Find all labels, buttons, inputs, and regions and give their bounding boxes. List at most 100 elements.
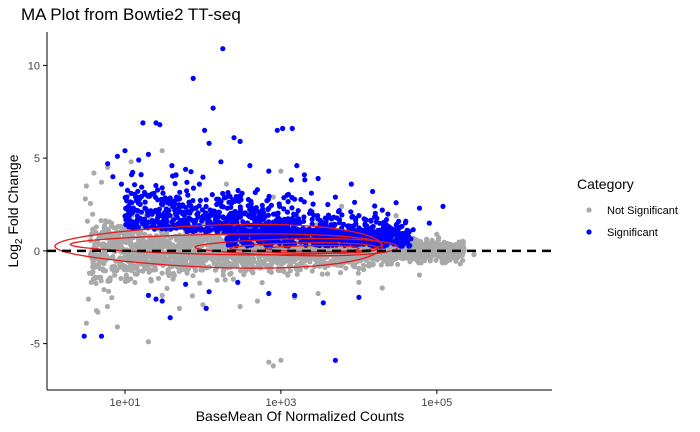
point-not-significant-cloud bbox=[262, 262, 268, 268]
point-significant bbox=[122, 148, 128, 154]
point-not-significant-cloud bbox=[388, 257, 394, 263]
point-significant-cloud bbox=[285, 199, 291, 205]
point-significant-cloud bbox=[404, 240, 411, 246]
point-significant bbox=[140, 120, 146, 126]
point-significant bbox=[294, 163, 300, 169]
point-not-significant bbox=[356, 279, 362, 285]
point-not-significant-cloud bbox=[134, 271, 140, 277]
point-significant-cloud bbox=[380, 232, 386, 238]
point-significant-cloud bbox=[257, 214, 263, 220]
point-significant-cloud bbox=[328, 222, 334, 228]
point-not-significant-cloud bbox=[128, 243, 134, 249]
point-not-significant-cloud bbox=[397, 255, 403, 261]
y-axis-title-rest: Fold Change bbox=[5, 154, 21, 238]
point-not-significant-cloud bbox=[433, 248, 439, 254]
point-not-significant-cloud bbox=[93, 224, 99, 230]
point-significant bbox=[176, 196, 183, 202]
point-not-significant-cloud bbox=[220, 268, 226, 274]
point-significant-cloud bbox=[227, 228, 233, 234]
point-not-significant bbox=[270, 363, 276, 369]
legend-title: Category bbox=[577, 176, 634, 192]
point-not-significant-cloud bbox=[438, 242, 444, 249]
point-significant-cloud bbox=[228, 236, 234, 242]
point-significant-cloud bbox=[160, 190, 166, 196]
point-significant-cloud bbox=[231, 197, 237, 203]
point-not-significant-cloud bbox=[446, 241, 452, 247]
point-significant-cloud bbox=[394, 221, 400, 227]
point-not-significant-cloud bbox=[294, 271, 300, 277]
point-not-significant-cloud bbox=[223, 257, 230, 263]
point-not-significant-cloud bbox=[288, 262, 294, 268]
point-significant bbox=[220, 46, 226, 52]
point-significant-cloud bbox=[336, 217, 343, 223]
point-significant bbox=[426, 220, 432, 226]
point-significant bbox=[292, 292, 298, 298]
point-significant-cloud bbox=[187, 210, 193, 216]
point-significant bbox=[136, 157, 142, 163]
point-significant-cloud bbox=[353, 217, 359, 223]
point-significant-cloud bbox=[405, 228, 411, 234]
point-not-significant-cloud bbox=[106, 288, 112, 294]
point-significant-cloud bbox=[125, 207, 131, 213]
point-significant-cloud bbox=[209, 192, 215, 198]
point-not-significant bbox=[278, 168, 284, 174]
point-significant-cloud bbox=[190, 185, 197, 191]
point-significant-cloud bbox=[259, 202, 265, 208]
point-significant-cloud bbox=[142, 191, 148, 197]
x-tick-label: 1e+05 bbox=[421, 397, 452, 409]
point-not-significant-cloud bbox=[104, 303, 110, 310]
plot-area bbox=[47, 46, 552, 369]
y-tick-label: -5 bbox=[30, 339, 40, 351]
point-significant-cloud bbox=[170, 204, 176, 210]
point-not-significant-cloud bbox=[239, 260, 245, 266]
point-significant bbox=[114, 153, 120, 159]
point-significant bbox=[348, 181, 354, 187]
point-not-significant-cloud bbox=[307, 259, 313, 265]
point-not-significant-cloud bbox=[103, 219, 109, 225]
point-not-significant-cloud bbox=[165, 267, 171, 273]
point-not-significant-cloud bbox=[423, 238, 430, 244]
point-not-significant-cloud bbox=[118, 240, 124, 246]
point-significant-cloud bbox=[301, 214, 307, 220]
point-not-significant bbox=[86, 270, 92, 276]
point-significant-cloud bbox=[261, 234, 267, 240]
point-not-significant bbox=[91, 170, 97, 176]
point-significant-cloud bbox=[189, 226, 195, 232]
point-significant-cloud bbox=[315, 216, 321, 222]
point-significant-cloud bbox=[203, 203, 209, 210]
point-significant bbox=[301, 172, 307, 178]
point-not-significant bbox=[266, 359, 272, 365]
point-not-significant-cloud bbox=[166, 272, 172, 279]
point-not-significant-cloud bbox=[415, 248, 421, 254]
point-not-significant-cloud bbox=[190, 273, 196, 279]
point-significant-cloud bbox=[169, 219, 175, 225]
point-not-significant-cloud bbox=[144, 242, 150, 248]
point-not-significant-cloud bbox=[238, 268, 244, 274]
point-significant-cloud bbox=[196, 203, 202, 209]
point-significant bbox=[379, 207, 385, 213]
point-not-significant-cloud bbox=[251, 258, 257, 264]
point-not-significant-cloud bbox=[90, 257, 96, 263]
point-significant-cloud bbox=[385, 211, 391, 217]
point-significant bbox=[403, 218, 409, 224]
point-significant-cloud bbox=[289, 205, 295, 211]
point-not-significant-cloud bbox=[436, 254, 442, 260]
point-significant bbox=[416, 205, 423, 211]
point-not-significant-cloud bbox=[109, 223, 115, 229]
point-not-significant-cloud bbox=[212, 267, 218, 273]
point-not-significant-cloud bbox=[194, 236, 200, 242]
point-significant bbox=[247, 163, 253, 169]
point-not-significant bbox=[105, 164, 111, 170]
point-not-significant-cloud bbox=[177, 246, 183, 252]
point-not-significant-cloud bbox=[99, 260, 106, 266]
point-significant bbox=[266, 168, 272, 174]
point-not-significant-cloud bbox=[218, 243, 224, 249]
point-not-significant-cloud bbox=[275, 267, 281, 273]
point-significant bbox=[157, 122, 163, 128]
point-not-significant-cloud bbox=[100, 266, 106, 272]
point-significant-cloud bbox=[181, 212, 187, 218]
point-significant-cloud bbox=[143, 220, 150, 226]
point-not-significant-cloud bbox=[297, 267, 303, 273]
point-not-significant-cloud bbox=[201, 237, 208, 243]
point-not-significant-cloud bbox=[218, 237, 224, 243]
